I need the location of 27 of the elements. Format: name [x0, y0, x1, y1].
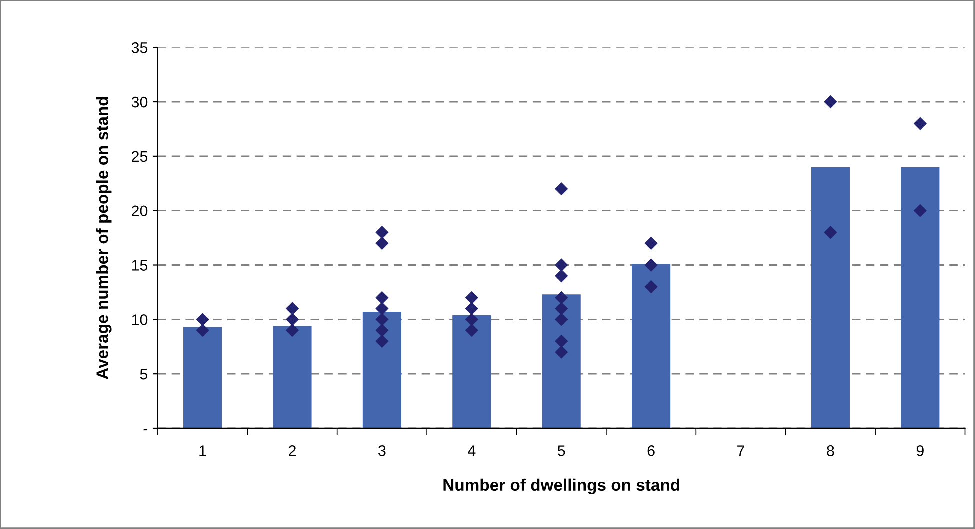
bar [362, 312, 402, 428]
y-tick-label: 30 [132, 96, 148, 108]
x-axis-title: Number of dwellings on stand [444, 478, 680, 494]
bar [273, 326, 312, 428]
y-axis-title: Average number of people on stand [96, 97, 112, 380]
x-tick-label: 2 [289, 446, 296, 456]
y-tick-label: 35 [132, 42, 148, 54]
bar [632, 264, 671, 428]
x-tick-label: 4 [468, 446, 476, 456]
x-tick-label: 9 [916, 446, 924, 456]
y-tick-label: 25 [132, 151, 148, 162]
bar [184, 327, 222, 428]
x-tick-label: 1 [200, 446, 206, 456]
x-tick-label: 6 [648, 446, 655, 456]
bar [901, 167, 940, 428]
y-tick-label: - [144, 429, 148, 431]
y-tick-label: 20 [132, 206, 148, 217]
bar [452, 315, 492, 428]
bar [811, 167, 850, 428]
x-tick-label: 5 [558, 446, 566, 456]
y-tick-label: 15 [132, 260, 148, 271]
x-tick-label: 3 [378, 446, 386, 456]
y-tick-label: 5 [140, 369, 148, 380]
x-tick-label: 8 [827, 446, 834, 456]
bar [542, 294, 581, 428]
y-tick-label: 10 [132, 314, 148, 326]
x-tick-label: 7 [738, 446, 744, 456]
